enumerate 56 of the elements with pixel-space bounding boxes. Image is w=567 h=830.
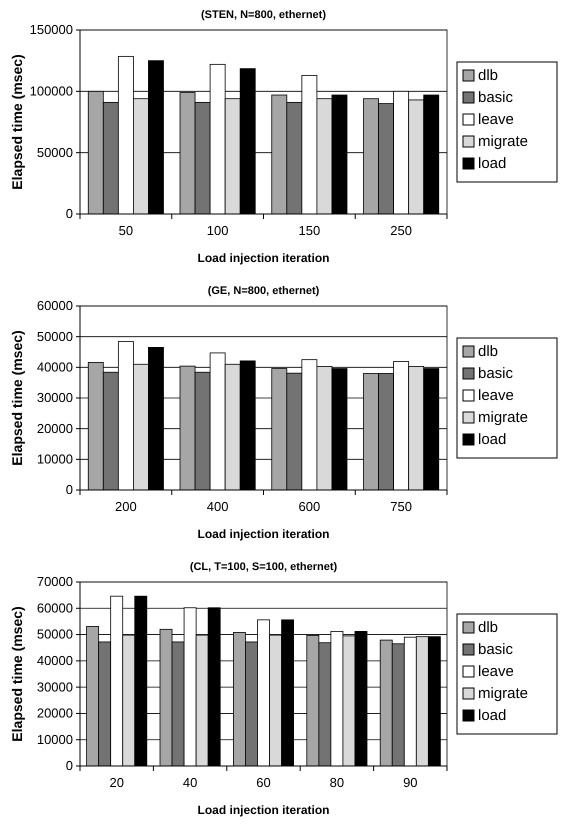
y-axis-title: Elapsed time (msec)	[9, 606, 25, 742]
y-tick-label: 0	[66, 206, 73, 222]
y-tick-label: 30000	[36, 679, 73, 694]
y-tick-label: 100000	[30, 83, 73, 98]
y-tick-label: 40000	[36, 653, 73, 668]
legend-label: basic	[478, 641, 514, 658]
legend-label: basic	[478, 365, 514, 382]
x-tick-label: 60	[256, 775, 271, 790]
x-tick-label: 250	[390, 223, 412, 238]
y-tick-label: 50000	[36, 626, 73, 642]
y-tick-label: 60000	[36, 600, 73, 616]
y-tick-label: 10000	[36, 451, 73, 466]
legend-label: leave	[478, 111, 514, 128]
chart-title: (CL, T=100, S=100, ethernet)	[190, 561, 338, 573]
y-tick-label: 30000	[36, 390, 73, 406]
y-tick-label: 150000	[30, 22, 73, 38]
y-axis-title: Elapsed time (msec)	[9, 330, 25, 466]
legend-label: dlb	[478, 619, 498, 636]
x-tick-label: 600	[298, 499, 320, 514]
y-tick-label: 0	[66, 758, 73, 774]
y-tick-label: 50000	[36, 144, 73, 160]
x-tick-label: 150	[298, 223, 320, 238]
x-axis-title: Load injection iteration	[197, 527, 330, 541]
legend-label: load	[478, 707, 506, 724]
y-tick-label: 0	[66, 482, 73, 498]
legend-label: load	[478, 155, 506, 172]
legend-label: migrate	[478, 685, 528, 702]
legend-label: migrate	[478, 133, 528, 150]
x-tick-label: 100	[206, 223, 228, 238]
x-tick-label: 200	[115, 499, 137, 514]
legend-label: basic	[478, 89, 514, 106]
x-tick-label: 400	[206, 499, 228, 514]
x-tick-label: 50	[118, 223, 134, 238]
y-tick-label: 20000	[36, 706, 73, 721]
chart-title: (STEN, N=800, ethernet)	[200, 9, 326, 21]
x-tick-label: 80	[330, 775, 344, 790]
y-tick-label: 60000	[36, 298, 73, 314]
y-tick-label: 20000	[36, 420, 73, 436]
y-axis-title: Elapsed time (msec)	[9, 54, 25, 190]
legend-label: leave	[478, 387, 514, 404]
legend-label: migrate	[478, 409, 528, 426]
y-tick-label: 10000	[36, 732, 73, 747]
legend-label: dlb	[478, 67, 498, 84]
y-tick-label: 40000	[36, 359, 73, 374]
y-tick-label: 70000	[36, 574, 73, 590]
x-tick-label: 20	[109, 775, 124, 790]
legend-label: dlb	[478, 343, 498, 360]
x-axis-title: Load injection iteration	[197, 803, 330, 817]
legend-label: load	[478, 431, 506, 448]
x-axis-title: Load injection iteration	[197, 251, 330, 265]
chart-title: (GE, N=800, ethernet)	[208, 285, 320, 297]
x-tick-label: 40	[182, 775, 198, 790]
x-tick-label: 750	[390, 499, 412, 514]
legend-label: leave	[478, 663, 514, 680]
x-tick-label: 90	[403, 775, 418, 790]
y-tick-label: 50000	[36, 328, 73, 344]
